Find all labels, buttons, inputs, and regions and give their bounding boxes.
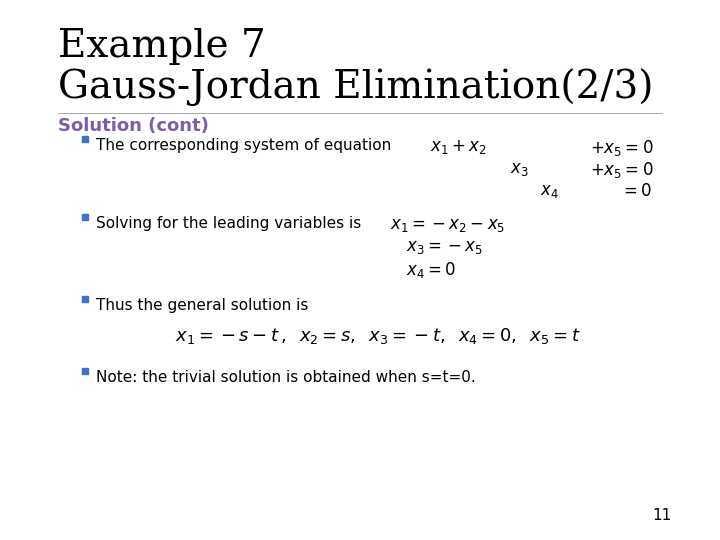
Bar — [82, 296, 88, 302]
Text: 11: 11 — [653, 508, 672, 523]
Text: Solving for the leading variables is: Solving for the leading variables is — [96, 216, 361, 231]
Text: $+ x_5 = 0$: $+ x_5 = 0$ — [590, 160, 654, 180]
Text: The corresponding system of equation: The corresponding system of equation — [96, 138, 391, 153]
Text: Gauss-Jordan Elimination(2/3): Gauss-Jordan Elimination(2/3) — [58, 68, 654, 106]
Text: $= 0$: $= 0$ — [620, 182, 652, 200]
Text: $x_3$: $x_3$ — [510, 160, 528, 178]
Text: $x_4$: $x_4$ — [540, 182, 559, 200]
Text: $x_1 = -s - t\,,\;\; x_2 = s,\;\; x_3 = -t,\;\; x_4 = 0,\;\; x_5 = t$: $x_1 = -s - t\,,\;\; x_2 = s,\;\; x_3 = … — [175, 326, 581, 346]
Bar — [82, 368, 88, 374]
Bar — [82, 136, 88, 142]
Text: Thus the general solution is: Thus the general solution is — [96, 298, 308, 313]
Text: Note: the trivial solution is obtained when s=t=0.: Note: the trivial solution is obtained w… — [96, 370, 476, 385]
Bar — [82, 214, 88, 220]
Text: $+ x_5 = 0$: $+ x_5 = 0$ — [590, 138, 654, 158]
Text: Solution (cont): Solution (cont) — [58, 117, 209, 135]
Text: Example 7: Example 7 — [58, 28, 266, 65]
Text: $x_1 = -x_2 - x_5$: $x_1 = -x_2 - x_5$ — [390, 216, 505, 234]
Text: $x_3 = -x_5$: $x_3 = -x_5$ — [406, 238, 483, 256]
Text: $x_1 + x_2$: $x_1 + x_2$ — [430, 138, 487, 156]
Text: $x_4 = 0$: $x_4 = 0$ — [406, 260, 456, 280]
